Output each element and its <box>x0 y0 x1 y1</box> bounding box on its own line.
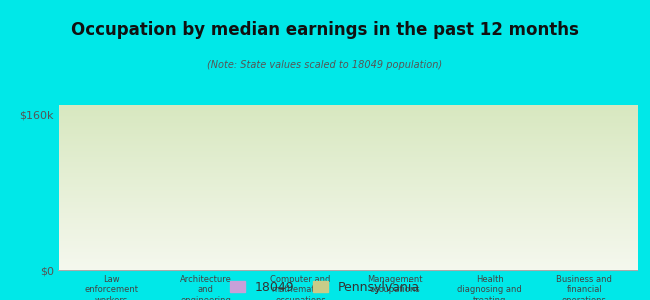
Bar <box>84 126 111 270</box>
Bar <box>274 183 300 270</box>
Bar <box>300 160 327 270</box>
Legend: 18049, Pennsylvania: 18049, Pennsylvania <box>229 281 421 294</box>
Bar <box>558 193 584 270</box>
Text: City-Data.com: City-Data.com <box>562 108 625 117</box>
Text: Occupation by median earnings in the past 12 months: Occupation by median earnings in the pas… <box>71 21 579 39</box>
Bar <box>584 181 611 270</box>
Bar <box>206 163 232 270</box>
Bar <box>463 190 489 270</box>
Bar <box>369 186 395 270</box>
Bar <box>179 166 206 270</box>
Bar <box>111 173 138 270</box>
Bar <box>395 163 422 270</box>
Bar <box>489 165 516 270</box>
Text: (Note: State values scaled to 18049 population): (Note: State values scaled to 18049 popu… <box>207 60 443 70</box>
